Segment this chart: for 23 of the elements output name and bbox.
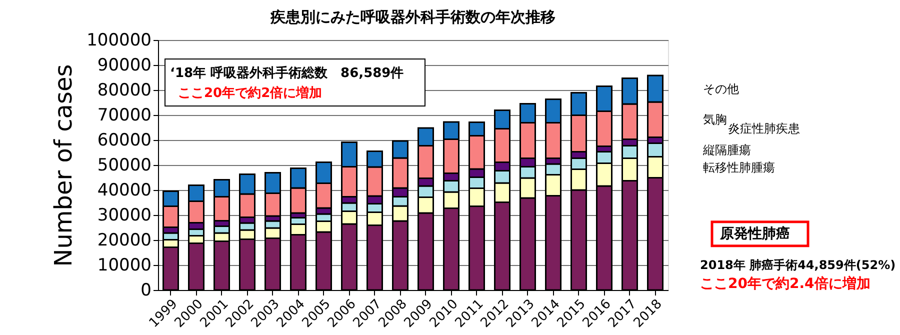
text: その他	[703, 82, 739, 96]
y-tick-label: 90000	[97, 56, 152, 76]
text: 原発性肺癌	[719, 224, 790, 242]
y-tick-label: 60000	[97, 130, 152, 150]
y-tick-label: 20000	[97, 230, 152, 250]
text: 縦隔腫瘍	[702, 143, 751, 157]
chart-title: 疾患別にみた呼吸器外科手術数の年次推移	[270, 8, 556, 26]
text: 転移性肺腫瘍	[703, 160, 775, 174]
y-tick-label: 50000	[97, 156, 152, 176]
text: 2018年 肺癌手術44,859件(52%)	[700, 258, 896, 272]
y-tick-label: 10000	[97, 256, 152, 276]
annotation: ここ20年で約2倍に増加	[178, 85, 322, 101]
y-axis-title: Number of cases	[50, 64, 78, 267]
annotation: ‘18年 呼吸器外科手術総数 86,589件	[170, 65, 404, 81]
y-tick-label: 40000	[97, 180, 152, 200]
y-tick-label: 100000	[86, 30, 152, 50]
text: 炎症性肺疾患	[728, 121, 800, 136]
y-tick-label: 0	[140, 280, 152, 300]
text: ここ20年で約2.4倍に増加	[700, 275, 870, 292]
text: 気胸	[703, 112, 727, 127]
y-tick-label: 80000	[97, 80, 152, 100]
y-tick-label: 70000	[97, 106, 152, 126]
y-tick-label: 30000	[97, 206, 152, 226]
